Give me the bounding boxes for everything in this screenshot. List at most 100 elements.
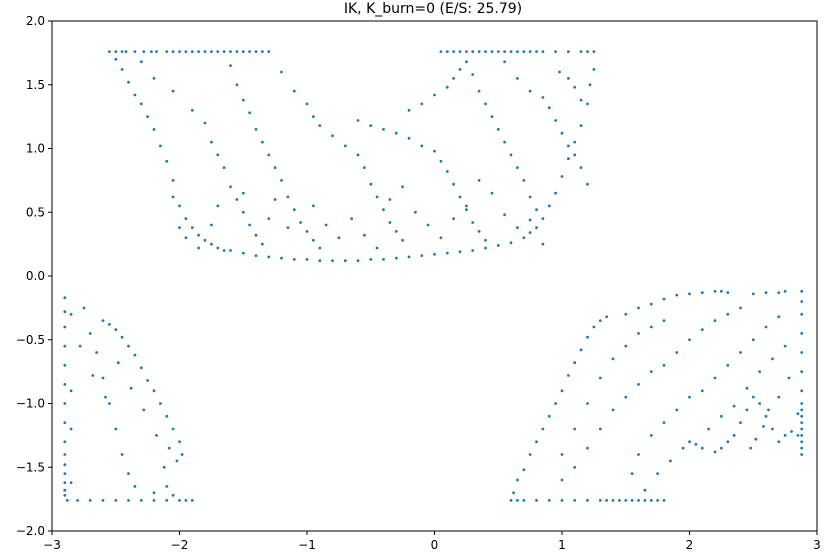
data-point — [764, 291, 768, 294]
data-point — [241, 251, 245, 255]
data-point — [560, 175, 564, 178]
data-point — [292, 258, 296, 261]
data-point — [433, 149, 436, 153]
data-point — [787, 376, 791, 380]
data-point — [547, 499, 551, 502]
data-point — [69, 427, 73, 431]
data-point — [522, 236, 526, 240]
data-point — [471, 50, 475, 53]
x-tick-label: 1 — [558, 538, 566, 552]
data-point — [573, 153, 577, 157]
data-point — [611, 408, 615, 412]
data-point — [433, 93, 436, 97]
data-point — [477, 230, 481, 233]
data-point — [63, 344, 67, 348]
data-point — [394, 230, 398, 233]
data-point — [152, 389, 156, 393]
data-point — [800, 300, 804, 303]
data-point — [767, 408, 770, 412]
data-point — [522, 50, 526, 53]
data-point — [171, 179, 175, 182]
data-point — [688, 395, 691, 399]
data-point — [528, 89, 532, 93]
data-point — [312, 238, 315, 242]
data-point — [800, 408, 804, 412]
data-point — [104, 395, 107, 399]
data-point — [63, 402, 67, 405]
data-point — [382, 258, 385, 261]
data-point — [528, 231, 532, 235]
data-point — [116, 361, 120, 365]
data-point — [749, 446, 753, 450]
data-point — [180, 453, 184, 456]
data-point — [63, 310, 67, 314]
data-point — [139, 366, 143, 370]
data-point — [586, 335, 589, 339]
data-point — [318, 246, 322, 250]
data-point — [331, 259, 334, 263]
data-point — [509, 499, 513, 502]
data-point — [127, 499, 130, 502]
data-point — [465, 208, 468, 212]
x-tick-label: 3 — [813, 538, 821, 552]
data-point — [777, 315, 781, 319]
data-point — [203, 121, 207, 125]
data-point — [637, 306, 640, 310]
data-point — [159, 144, 162, 148]
data-point — [458, 68, 462, 71]
data-point — [91, 374, 95, 377]
data-point — [509, 50, 513, 53]
data-point — [229, 185, 232, 189]
data-point — [101, 319, 105, 322]
data-point — [305, 230, 309, 233]
data-point — [241, 50, 245, 53]
data-point — [69, 389, 73, 393]
data-point — [694, 442, 698, 446]
x-tick-label: −2 — [171, 538, 189, 552]
data-point — [343, 144, 347, 148]
data-point — [146, 379, 150, 382]
data-point — [800, 421, 804, 424]
data-point — [401, 238, 404, 242]
data-point — [554, 50, 557, 53]
data-point — [777, 440, 781, 444]
y-tick-label: 0.5 — [26, 205, 45, 219]
data-point — [535, 499, 538, 502]
data-point — [356, 119, 360, 122]
data-point — [465, 204, 468, 208]
data-point — [484, 102, 487, 106]
data-point — [503, 213, 506, 217]
x-tick-label: −3 — [43, 538, 61, 552]
data-point — [598, 499, 602, 502]
data-point — [280, 70, 283, 74]
data-point — [707, 427, 710, 431]
data-point — [592, 68, 596, 71]
data-point — [363, 233, 366, 237]
data-point — [484, 246, 487, 250]
data-point — [535, 226, 538, 230]
data-point — [662, 297, 666, 301]
data-point — [142, 408, 146, 412]
data-point — [171, 493, 175, 497]
data-point — [261, 242, 264, 246]
data-point — [503, 60, 506, 64]
data-point — [751, 395, 755, 399]
data-point — [465, 60, 468, 64]
data-point — [394, 256, 398, 260]
data-point — [637, 332, 640, 335]
data-point — [713, 450, 717, 454]
data-point — [445, 50, 449, 53]
data-point — [579, 166, 583, 170]
data-point — [732, 434, 736, 437]
data-point — [567, 50, 570, 53]
data-point — [63, 440, 67, 444]
y-tick-label: −0.5 — [16, 333, 45, 347]
data-point — [471, 249, 475, 252]
data-point — [558, 70, 561, 74]
data-point — [790, 430, 793, 433]
data-point — [649, 499, 653, 502]
data-point — [356, 259, 360, 263]
data-point — [407, 136, 411, 140]
data-point — [76, 499, 79, 502]
